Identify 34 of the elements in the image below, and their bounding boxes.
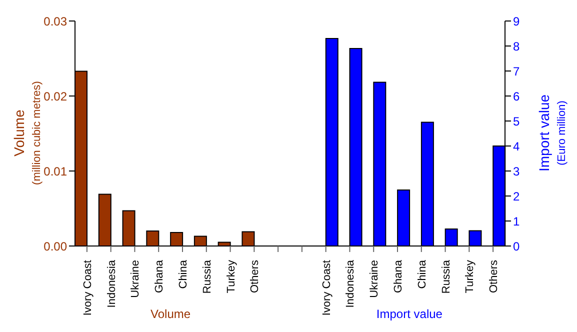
y2-tick-label: 4 [513,139,520,154]
x-tick-label: Ivory Coast [82,260,94,316]
y2-tick-label: 8 [513,39,520,54]
x-tick-label: Ukraine [368,260,381,298]
y2-tick-label: 6 [513,89,520,104]
x-tick-label: Indonesia [106,259,118,308]
x-tick-label: China [178,259,190,289]
y-axis-title: Volume (million cubic metres) [11,81,43,185]
y2-tick-label: 7 [513,64,520,78]
text: Volume [150,307,191,321]
x-tick-label: Ivory Coast [320,260,333,316]
y2-tick-label: 1 [513,214,520,228]
x-tick-label: Turkey [464,260,476,294]
x-tick-label: Ghana [154,259,166,294]
x-tick-label: Russia [440,259,452,294]
x-tick-label: Ghana [392,259,404,294]
x-tick-label: China [416,259,428,289]
y2-tick-label: 2 [513,189,520,204]
y2-tick-label: 5 [513,114,520,128]
y-tick-label: 0.01 [44,164,68,178]
x-tick-label: Others [249,260,262,294]
x-tick-label: Indonesia [344,259,357,308]
y2-tick-label: 0 [513,239,520,254]
text: Import value [376,307,443,321]
y-tick-label: 0.03 [44,14,68,28]
x-tick-label: Turkey [225,260,238,294]
x-tick-label: Others [488,260,500,294]
y-tick-label: 0.00 [44,239,68,254]
y2-tick-label: 3 [513,164,520,178]
y2-tick-label: 9 [513,14,520,28]
y2-axis-title: Import value (Euro million) [536,94,568,172]
x-tick-label: Ukraine [130,260,142,298]
y-tick-label: 0.02 [44,89,68,104]
x-tick-label: Russia [201,259,214,294]
